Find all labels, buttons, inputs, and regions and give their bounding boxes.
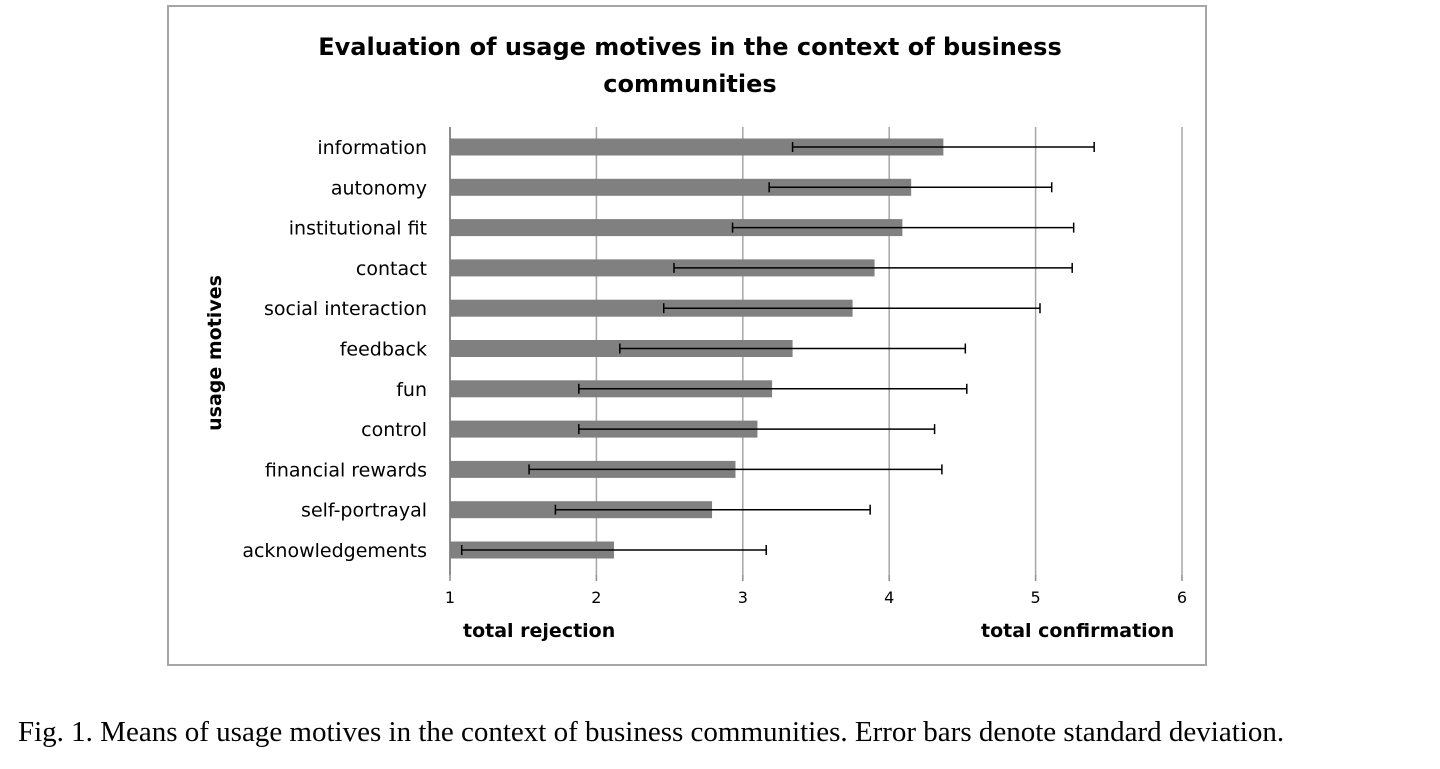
bar-chart: Evaluation of usage motives in the conte… <box>204 33 1187 642</box>
chart-title-line-1: Evaluation of usage motives in the conte… <box>318 33 1062 61</box>
chart-frame: Evaluation of usage motives in the conte… <box>167 5 1207 666</box>
chart-title-line-2: communities <box>603 70 776 98</box>
x-tick-label-3: 3 <box>738 588 748 607</box>
y-axis-title: usage motives <box>204 275 226 431</box>
x-tick-label-5: 5 <box>1031 588 1041 607</box>
bar-institutional-fit <box>450 219 903 237</box>
error-bars <box>460 142 1095 555</box>
category-label-financial-rewards: financial rewards <box>265 459 427 481</box>
x-tick-label-6: 6 <box>1177 588 1187 607</box>
category-label-fun: fun <box>396 379 427 401</box>
bars <box>450 138 944 559</box>
category-label-autonomy: autonomy <box>331 177 427 199</box>
bar-information <box>450 138 944 156</box>
bar-contact <box>450 259 875 277</box>
category-label-self-portrayal: self-portrayal <box>301 500 427 522</box>
category-label-information: information <box>317 137 427 159</box>
bar-social-interaction <box>450 299 853 317</box>
category-label-feedback: feedback <box>340 339 427 361</box>
bar-autonomy <box>450 178 912 196</box>
x-tick-labels: 1 2 3 4 5 6 <box>445 588 1187 607</box>
x-tick-label-2: 2 <box>591 588 601 607</box>
category-label-acknowledgements: acknowledgements <box>242 540 427 562</box>
x-axis-label-left: total rejection <box>463 620 615 642</box>
x-tick-label-4: 4 <box>884 588 894 607</box>
x-tick-label-1: 1 <box>445 588 455 607</box>
figure-caption: Fig. 1. Means of usage motives in the co… <box>18 716 1285 748</box>
category-label-control: control <box>361 419 427 441</box>
category-label-contact: contact <box>356 258 427 280</box>
x-axis-label-right: total confirmation <box>981 620 1174 642</box>
category-labels: information autonomy institutional fit cont… <box>242 137 427 562</box>
category-label-social-interaction: social interaction <box>264 298 427 320</box>
category-label-institutional-fit: institutional fit <box>289 218 427 240</box>
